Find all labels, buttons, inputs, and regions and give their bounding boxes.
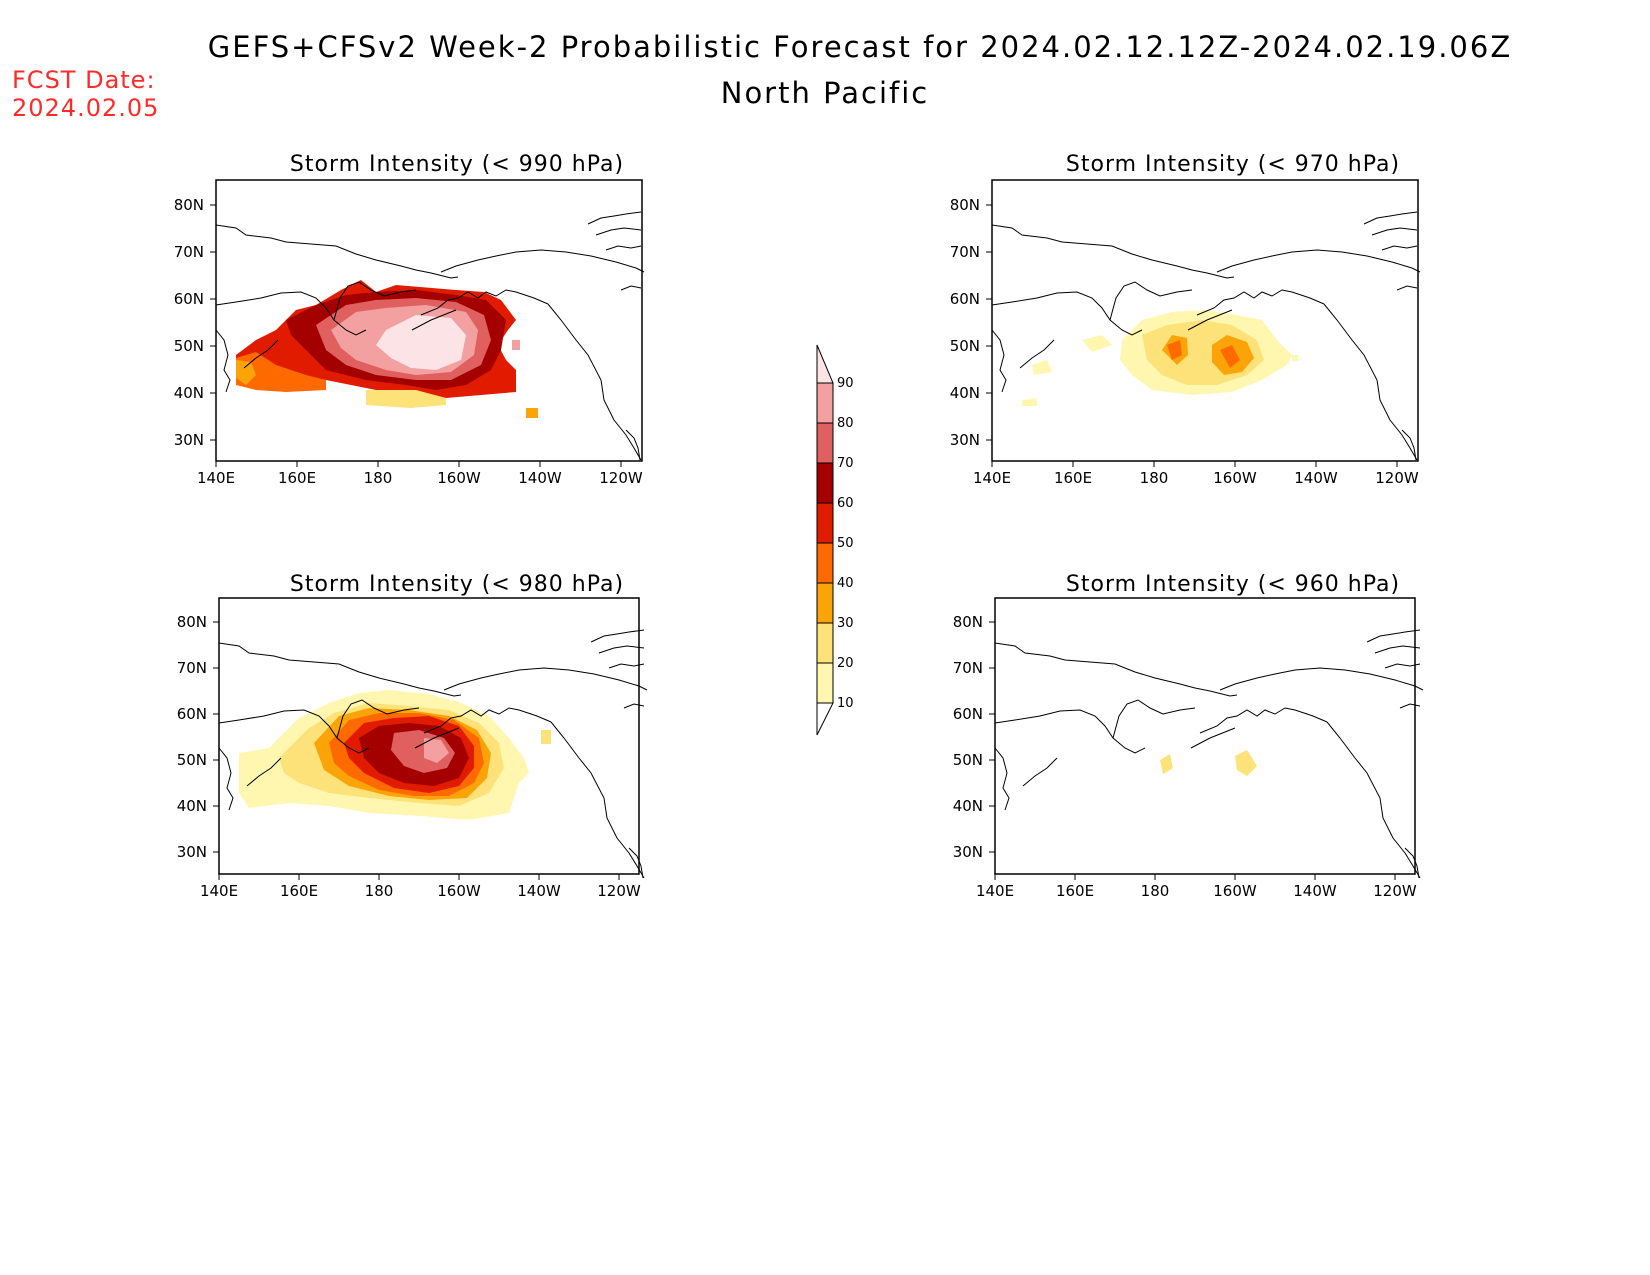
lon-label: 160E bbox=[278, 469, 316, 487]
lat-label: 30N bbox=[953, 843, 983, 861]
lon-label: 160E bbox=[1054, 469, 1092, 487]
lon-label: 180 bbox=[364, 469, 393, 487]
colorbar-label: 90 bbox=[837, 376, 854, 391]
colorbar-top-extension bbox=[816, 344, 834, 384]
map-panel-960: 80N 70N 60N 50N 40N 30N 140E 160E 180 16… bbox=[953, 597, 1424, 900]
lon-label: 120W bbox=[599, 469, 643, 487]
lon-label: 180 bbox=[365, 882, 394, 900]
lat-label: 30N bbox=[174, 431, 204, 449]
lat-label: 50N bbox=[950, 337, 980, 355]
lat-label: 40N bbox=[953, 797, 983, 815]
lat-label: 60N bbox=[177, 705, 207, 723]
lat-label: 50N bbox=[177, 751, 207, 769]
lon-label: 180 bbox=[1140, 469, 1169, 487]
lon-label: 120W bbox=[597, 882, 641, 900]
lat-ticks-970: 80N 70N 60N 50N 40N 30N bbox=[950, 196, 992, 449]
colorbar-swatch bbox=[817, 463, 833, 503]
lat-ticks-990: 80N 70N 60N 50N 40N 30N bbox=[174, 196, 216, 449]
colorbar-swatch bbox=[817, 383, 833, 423]
colorbar-label: 40 bbox=[837, 576, 854, 591]
lon-label: 140E bbox=[200, 882, 238, 900]
colorbar-label: 80 bbox=[837, 416, 854, 431]
lat-label: 60N bbox=[953, 705, 983, 723]
panel-title-980: Storm Intensity (< 980 hPa) bbox=[289, 572, 625, 597]
colorbar: 10 20 30 40 50 60 70 80 90 bbox=[816, 344, 854, 736]
colorbar-label: 70 bbox=[837, 456, 854, 471]
colorbar-swatch bbox=[817, 543, 833, 583]
lon-ticks-990: 140E 160E 180 160W 140W 120W bbox=[197, 461, 643, 487]
forecast-date-value: 2024.02.05 bbox=[12, 94, 160, 122]
probability-field-960 bbox=[1160, 750, 1257, 776]
colorbar-swatch bbox=[817, 503, 833, 543]
lon-label: 160W bbox=[1213, 882, 1257, 900]
lon-label: 140E bbox=[197, 469, 235, 487]
colorbar-swatch bbox=[817, 583, 833, 623]
colorbar-label: 50 bbox=[837, 536, 854, 551]
lat-label: 30N bbox=[177, 843, 207, 861]
lon-ticks-980: 140E 160E 180 160W 140W 120W bbox=[200, 874, 641, 900]
lon-label: 140W bbox=[517, 882, 561, 900]
lat-label: 40N bbox=[950, 384, 980, 402]
lat-label: 70N bbox=[177, 659, 207, 677]
colorbar-label: 10 bbox=[837, 696, 854, 711]
lon-label: 160W bbox=[437, 469, 481, 487]
lat-label: 80N bbox=[950, 196, 980, 214]
lat-label: 70N bbox=[953, 659, 983, 677]
lon-label: 160E bbox=[1056, 882, 1094, 900]
page-subtitle: North Pacific bbox=[720, 76, 930, 110]
lat-label: 40N bbox=[177, 797, 207, 815]
lat-label: 40N bbox=[174, 384, 204, 402]
lat-label: 80N bbox=[174, 196, 204, 214]
probability-field-970 bbox=[1022, 310, 1298, 406]
lon-label: 140W bbox=[1294, 469, 1338, 487]
colorbar-outline bbox=[816, 383, 834, 703]
lon-label: 140E bbox=[973, 469, 1011, 487]
colorbar-bottom-extension bbox=[816, 702, 834, 736]
forecast-date-label: FCST Date: bbox=[12, 66, 156, 94]
colorbar-swatch bbox=[817, 423, 833, 463]
lat-ticks-960: 80N 70N 60N 50N 40N 30N bbox=[953, 613, 995, 861]
lat-label: 50N bbox=[174, 337, 204, 355]
lat-label: 50N bbox=[953, 751, 983, 769]
lat-label: 80N bbox=[177, 613, 207, 631]
lat-label: 60N bbox=[174, 290, 204, 308]
probability-field-980 bbox=[239, 690, 551, 820]
lat-label: 60N bbox=[950, 290, 980, 308]
panel-title-960: Storm Intensity (< 960 hPa) bbox=[1065, 572, 1401, 597]
colorbar-label: 20 bbox=[837, 656, 854, 671]
colorbar-swatch bbox=[817, 663, 833, 703]
lat-ticks-980: 80N 70N 60N 50N 40N 30N bbox=[177, 613, 219, 861]
lon-label: 180 bbox=[1141, 882, 1170, 900]
panel-title-970: Storm Intensity (< 970 hPa) bbox=[1065, 152, 1401, 177]
panel-title-990: Storm Intensity (< 990 hPa) bbox=[289, 152, 625, 177]
lat-label: 70N bbox=[950, 243, 980, 261]
lon-ticks-960: 140E 160E 180 160W 140W 120W bbox=[976, 874, 1417, 900]
lon-ticks-970: 140E 160E 180 160W 140W 120W bbox=[973, 461, 1419, 487]
lat-label: 30N bbox=[950, 431, 980, 449]
lon-label: 160W bbox=[1213, 469, 1257, 487]
map-panel-980: 80N 70N 60N 50N 40N 30N 140E 160E 180 16… bbox=[177, 597, 648, 900]
map-panel-990: 80N 70N 60N 50N 40N 30N 140E 160E 180 16… bbox=[174, 179, 645, 487]
lat-label: 70N bbox=[174, 243, 204, 261]
probability-field-990 bbox=[236, 280, 538, 418]
colorbar-label: 60 bbox=[837, 496, 854, 511]
page-title: GEFS+CFSv2 Week-2 Probabilistic Forecast… bbox=[207, 30, 1513, 64]
lon-label: 140W bbox=[1293, 882, 1337, 900]
colorbar-swatch bbox=[817, 623, 833, 663]
lon-label: 140E bbox=[976, 882, 1014, 900]
map-panel-970: 80N 70N 60N 50N 40N 30N 140E 160E 180 16… bbox=[950, 179, 1421, 487]
lon-label: 120W bbox=[1375, 469, 1419, 487]
lon-label: 160E bbox=[280, 882, 318, 900]
lat-label: 80N bbox=[953, 613, 983, 631]
colorbar-label: 30 bbox=[837, 616, 854, 631]
lon-label: 140W bbox=[518, 469, 562, 487]
lon-label: 120W bbox=[1373, 882, 1417, 900]
lon-label: 160W bbox=[437, 882, 481, 900]
